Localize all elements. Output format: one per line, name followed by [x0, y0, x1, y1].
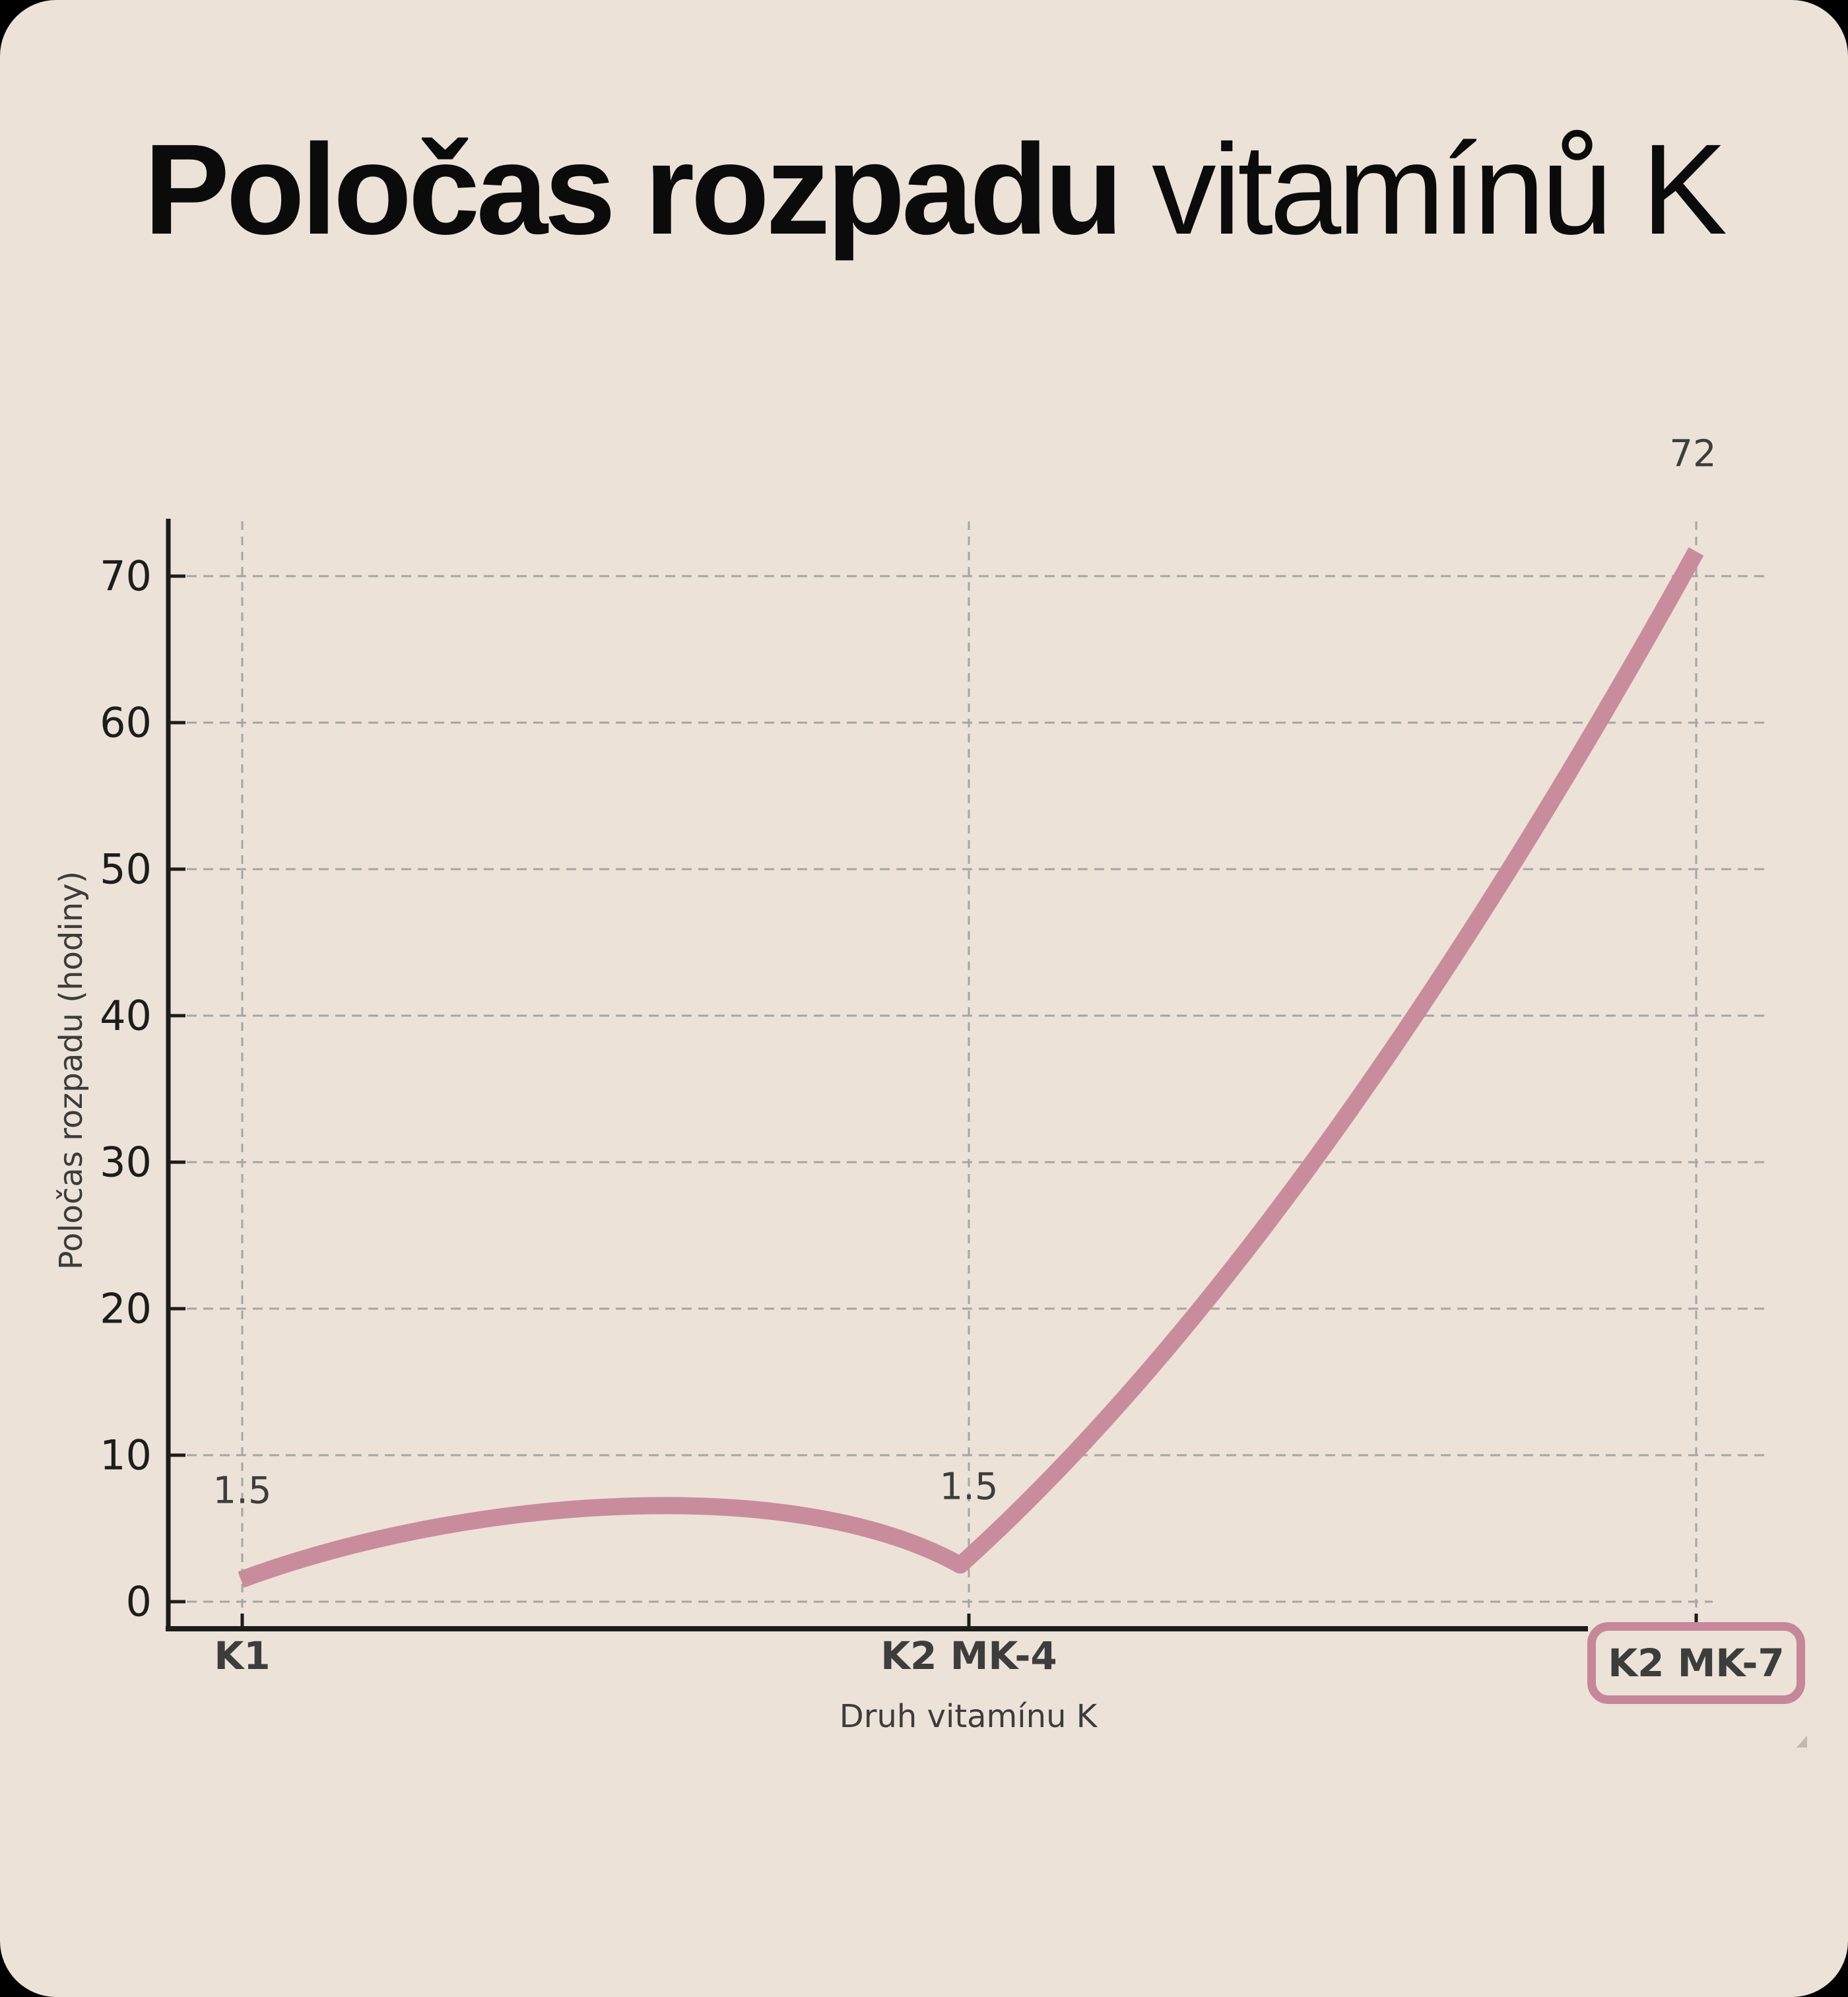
- y-tick-label-20: 20: [100, 1284, 152, 1333]
- page-title: Poločas rozpadu vitamínů K: [144, 125, 1727, 254]
- y-tick-label-40: 40: [100, 991, 152, 1040]
- data-label-1: 1.5: [213, 1469, 272, 1513]
- corner-grip-icon: [1797, 1736, 1807, 1748]
- series-line: [238, 547, 1704, 1588]
- data-label-3: 72: [1669, 432, 1717, 476]
- y-tick-label-70: 70: [100, 552, 152, 601]
- x-tick-label-k2-mk4: K2 MK-4: [880, 1633, 1057, 1678]
- y-tick-label-0: 0: [125, 1577, 152, 1626]
- data-label-2: 1.5: [939, 1465, 999, 1509]
- y-axis-title: Poločas rozpadu (hodiny): [53, 870, 90, 1270]
- page-title-bold: Poločas rozpadu: [144, 117, 1123, 261]
- y-tick-label-60: 60: [100, 698, 152, 747]
- x-tick-label-k1: K1: [214, 1633, 271, 1678]
- x-tick-label-k2-mk7: K2 MK-7: [1608, 1641, 1785, 1686]
- page-title-regular: vitamínů K: [1119, 117, 1727, 261]
- x-axis-title: Druh vitamínu K: [839, 1698, 1098, 1735]
- y-tick-label-10: 10: [100, 1431, 152, 1480]
- highlight-box-k2-mk7: K2 MK-7: [1587, 1622, 1805, 1704]
- y-tick-label-30: 30: [100, 1138, 152, 1187]
- y-tick-label-50: 50: [100, 845, 152, 894]
